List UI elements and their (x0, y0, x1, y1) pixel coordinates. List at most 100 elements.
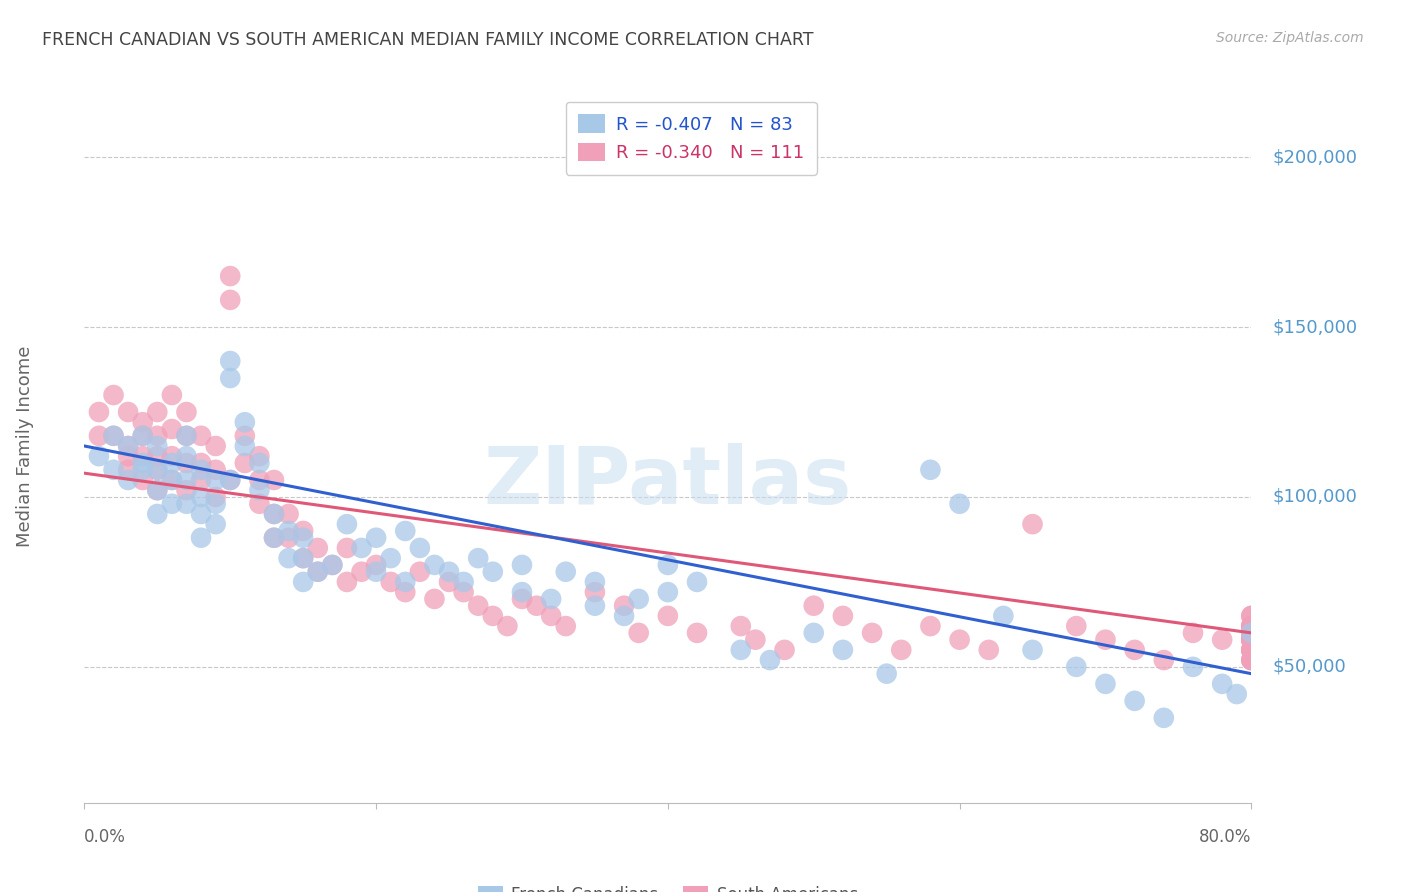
Point (146, 405, 169, 419)
Point (233, 415, 256, 429)
Point (1240, 608, 1263, 623)
Point (176, 449, 198, 463)
Point (380, 551, 402, 566)
Point (759, 653, 782, 667)
Point (146, 449, 169, 463)
Point (247, 473, 270, 487)
Point (380, 574, 402, 589)
Point (876, 666, 898, 681)
Point (307, 565, 329, 579)
Point (176, 473, 198, 487)
Point (103, 463, 125, 477)
Point (1240, 643, 1263, 657)
Point (263, 507, 285, 521)
Point (1094, 677, 1116, 691)
Point (292, 524, 315, 538)
Text: Median Family Income: Median Family Income (17, 345, 34, 547)
Point (409, 541, 432, 555)
Point (1240, 626, 1263, 640)
Point (204, 517, 226, 532)
Point (292, 531, 315, 545)
Point (146, 483, 169, 498)
Point (920, 463, 942, 477)
Point (204, 439, 226, 453)
Point (176, 405, 198, 419)
Point (1181, 626, 1204, 640)
Point (1181, 660, 1204, 674)
Point (730, 619, 752, 633)
Text: $150,000: $150,000 (1272, 318, 1358, 336)
Point (526, 599, 548, 613)
Point (1066, 619, 1088, 633)
Point (190, 507, 212, 521)
Point (87, 405, 110, 419)
Point (176, 497, 198, 511)
Point (1240, 632, 1263, 647)
Point (103, 429, 125, 443)
Point (437, 565, 460, 579)
Point (87, 449, 110, 463)
Point (366, 531, 388, 545)
Point (160, 473, 183, 487)
Point (481, 608, 505, 623)
Point (176, 483, 198, 498)
Point (1240, 608, 1263, 623)
Text: $100,000: $100,000 (1272, 488, 1357, 506)
Point (453, 574, 475, 589)
Point (467, 551, 489, 566)
Point (1123, 694, 1146, 708)
Point (1240, 643, 1263, 657)
Point (117, 405, 139, 419)
Point (132, 449, 155, 463)
Point (146, 429, 169, 443)
Text: 80.0%: 80.0% (1199, 828, 1251, 846)
Point (583, 599, 606, 613)
Point (860, 626, 883, 640)
Point (117, 439, 139, 453)
Point (1153, 653, 1175, 667)
Legend: French Canadians, South Americans: French Canadians, South Americans (470, 878, 866, 892)
Point (657, 558, 679, 572)
Point (176, 456, 198, 470)
Point (1240, 632, 1263, 647)
Point (219, 269, 242, 284)
Point (977, 643, 1000, 657)
Point (890, 643, 912, 657)
Point (321, 558, 343, 572)
Point (394, 574, 416, 589)
Point (176, 429, 198, 443)
Point (1240, 619, 1263, 633)
Point (146, 463, 169, 477)
Point (832, 643, 855, 657)
Point (993, 608, 1015, 623)
Point (1240, 632, 1263, 647)
Point (132, 463, 155, 477)
Point (336, 574, 359, 589)
Point (1240, 653, 1263, 667)
Point (1240, 619, 1263, 633)
Point (336, 517, 359, 532)
Point (292, 574, 315, 589)
Point (219, 473, 242, 487)
Point (1240, 643, 1263, 657)
Point (583, 585, 606, 599)
Point (1240, 619, 1263, 633)
Point (263, 531, 285, 545)
Point (1240, 626, 1263, 640)
Point (481, 565, 505, 579)
Text: $50,000: $50,000 (1272, 658, 1346, 676)
Point (146, 439, 169, 453)
Point (350, 565, 373, 579)
Point (233, 439, 256, 453)
Point (117, 463, 139, 477)
Point (1021, 517, 1043, 532)
Text: $200,000: $200,000 (1272, 148, 1357, 166)
Point (627, 591, 650, 606)
Point (1153, 711, 1175, 725)
Point (920, 619, 942, 633)
Point (190, 456, 212, 470)
Point (146, 483, 169, 498)
Point (366, 558, 388, 572)
Point (204, 463, 226, 477)
Point (1240, 626, 1263, 640)
